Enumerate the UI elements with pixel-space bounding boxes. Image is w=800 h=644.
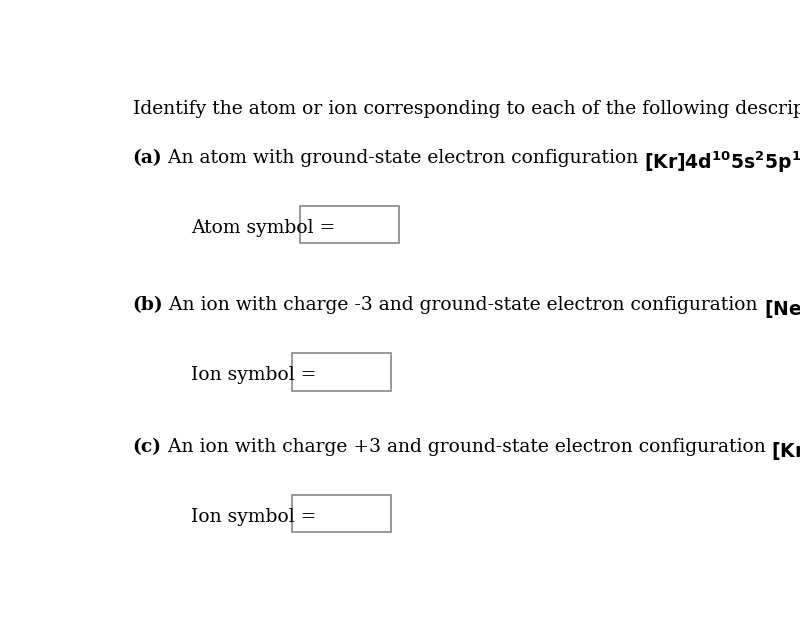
FancyBboxPatch shape xyxy=(292,354,391,391)
Text: $\mathbf{[Kr]4d^{10}}$: $\mathbf{[Kr]4d^{10}}$ xyxy=(771,439,800,463)
Text: Atom symbol =: Atom symbol = xyxy=(191,218,335,236)
Text: Identify the atom or ion corresponding to each of the following descriptions.: Identify the atom or ion corresponding t… xyxy=(133,100,800,118)
Text: Ion symbol =: Ion symbol = xyxy=(191,366,317,384)
Text: An atom with ground-state electron configuration: An atom with ground-state electron confi… xyxy=(162,149,645,167)
Text: An ion with charge +3 and ground-state electron configuration: An ion with charge +3 and ground-state e… xyxy=(162,439,771,457)
FancyBboxPatch shape xyxy=(300,206,399,243)
Text: (c): (c) xyxy=(133,439,162,457)
Text: $\mathbf{[Kr]4d^{10}5s^{2}5p^{1}}$: $\mathbf{[Kr]4d^{10}5s^{2}5p^{1}}$ xyxy=(645,149,800,175)
FancyBboxPatch shape xyxy=(292,495,391,533)
Text: (b): (b) xyxy=(133,296,163,314)
Text: Ion symbol =: Ion symbol = xyxy=(191,507,317,526)
Text: (a): (a) xyxy=(133,149,162,167)
Text: $\mathbf{[Ne]3s^{2}3p^{6}}$: $\mathbf{[Ne]3s^{2}3p^{6}}$ xyxy=(764,296,800,322)
Text: An ion with charge -3 and ground-state electron configuration: An ion with charge -3 and ground-state e… xyxy=(163,296,764,314)
